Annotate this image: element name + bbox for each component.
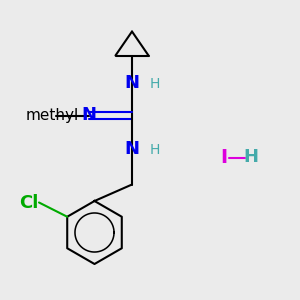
Text: methyl: methyl: [26, 108, 79, 123]
Text: N: N: [124, 140, 140, 158]
Text: H: H: [243, 148, 258, 166]
Text: N: N: [124, 74, 140, 92]
Text: I: I: [220, 148, 227, 167]
Text: N: N: [81, 106, 96, 124]
Text: H: H: [149, 77, 160, 91]
Text: H: H: [149, 143, 160, 157]
Text: Cl: Cl: [19, 194, 38, 211]
